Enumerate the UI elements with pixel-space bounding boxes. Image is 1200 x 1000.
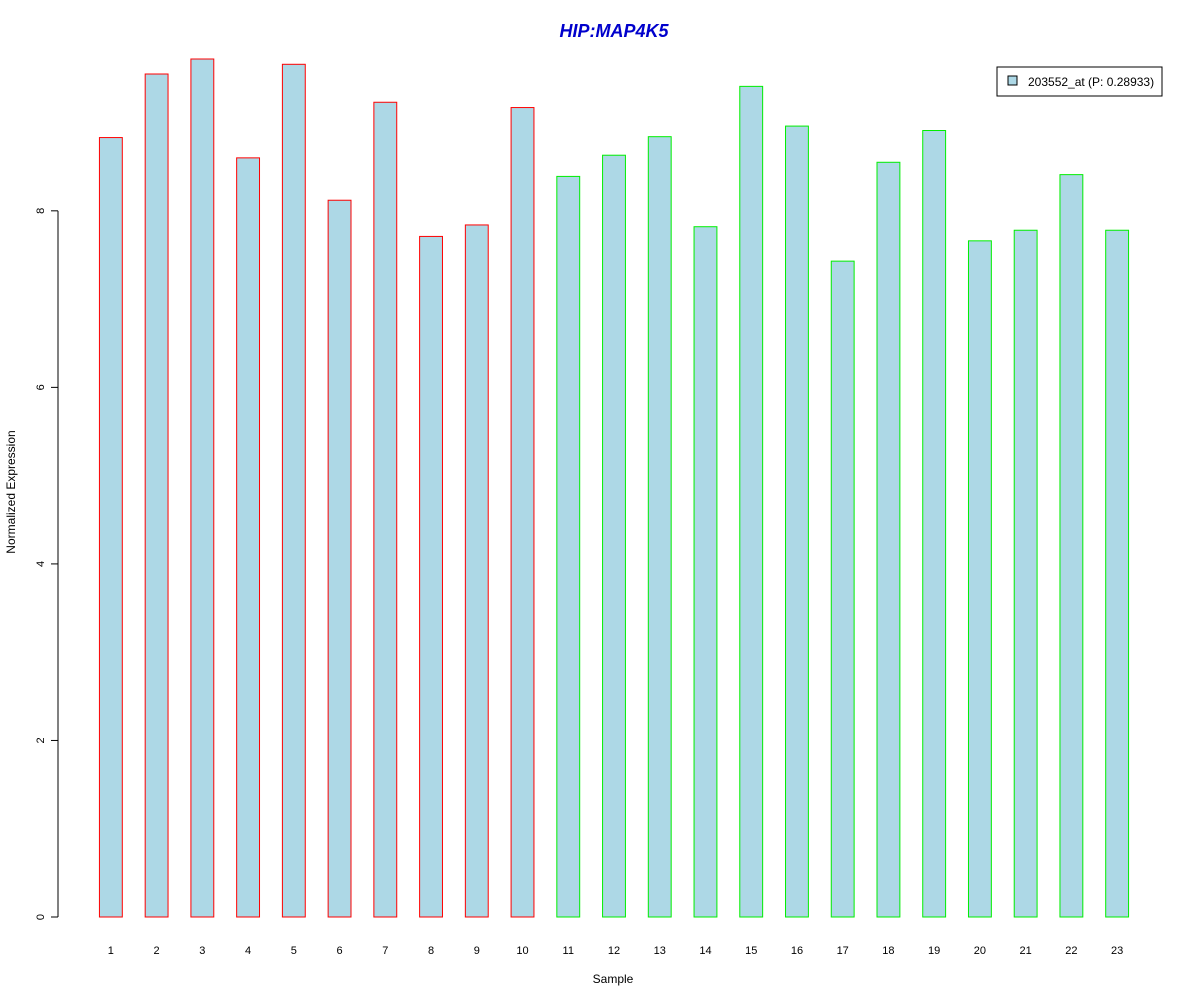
bar bbox=[830, 260, 855, 918]
bar bbox=[876, 161, 901, 918]
bar bbox=[464, 224, 489, 918]
x-tick-label: 19 bbox=[928, 945, 940, 957]
bar bbox=[327, 199, 352, 918]
y-tick-label: 0 bbox=[35, 914, 47, 920]
chart-title: HIP:MAP4K5 bbox=[559, 21, 669, 41]
bar bbox=[602, 154, 626, 918]
x-tick-label: 1 bbox=[108, 945, 114, 957]
x-tick-label: 10 bbox=[516, 945, 528, 957]
x-tick-label: 23 bbox=[1111, 945, 1123, 957]
x-tick-label: 22 bbox=[1065, 945, 1077, 957]
legend-entry-label: 203552_at (P: 0.28933) bbox=[1028, 75, 1154, 89]
bar bbox=[281, 63, 306, 918]
bar bbox=[236, 157, 261, 918]
y-tick-label: 6 bbox=[35, 384, 47, 390]
x-tick-label: 16 bbox=[791, 945, 803, 957]
bar bbox=[1059, 174, 1084, 918]
x-axis-label: Sample bbox=[593, 972, 634, 986]
y-tick-label: 8 bbox=[35, 208, 47, 214]
bar bbox=[693, 226, 718, 918]
x-tick-label: 2 bbox=[154, 945, 160, 957]
y-axis: 0 2 4 6 8 bbox=[35, 208, 59, 920]
bar bbox=[373, 101, 398, 918]
x-tick-label: 13 bbox=[654, 945, 666, 957]
x-tick-label: 4 bbox=[245, 945, 251, 957]
x-tick-label: 9 bbox=[474, 945, 480, 957]
legend: 203552_at (P: 0.28933) bbox=[996, 66, 1163, 97]
bar bbox=[419, 235, 443, 918]
bar bbox=[98, 137, 123, 918]
x-tick-label: 20 bbox=[974, 945, 986, 957]
x-tick-label: 11 bbox=[563, 945, 574, 957]
x-tick-label: 21 bbox=[1020, 945, 1032, 957]
x-tick-label: 15 bbox=[745, 945, 757, 957]
x-tick-label: 6 bbox=[337, 945, 343, 957]
x-tick-label: 12 bbox=[608, 945, 620, 957]
bar bbox=[1105, 229, 1130, 918]
x-tick-label: 5 bbox=[291, 945, 297, 957]
legend-swatch bbox=[1007, 75, 1018, 86]
bar bbox=[967, 240, 992, 918]
bar bbox=[144, 73, 169, 918]
legend-box bbox=[996, 66, 1163, 97]
bar-series bbox=[98, 58, 1130, 918]
x-tick-label: 17 bbox=[837, 945, 849, 957]
bar bbox=[785, 125, 809, 918]
x-tick-label: 7 bbox=[382, 945, 388, 957]
bar bbox=[1013, 229, 1038, 918]
x-tick-labels: 1 2 3 4 5 6 7 8 9 10 11 12 13 14 15 16 17 18 19 20 21 22 23 bbox=[108, 945, 1123, 957]
y-tick-label: 2 bbox=[35, 737, 47, 743]
bar bbox=[556, 175, 581, 918]
y-axis-label: Normalized Expression bbox=[4, 430, 18, 553]
bar bbox=[190, 58, 215, 918]
bar bbox=[647, 136, 672, 918]
x-tick-label: 14 bbox=[699, 945, 711, 957]
x-tick-label: 18 bbox=[882, 945, 894, 957]
bar bbox=[510, 107, 535, 918]
bar bbox=[739, 85, 764, 918]
bar bbox=[922, 130, 947, 918]
x-tick-label: 8 bbox=[428, 945, 434, 957]
x-tick-label: 3 bbox=[199, 945, 205, 957]
y-tick-label: 4 bbox=[35, 561, 47, 567]
